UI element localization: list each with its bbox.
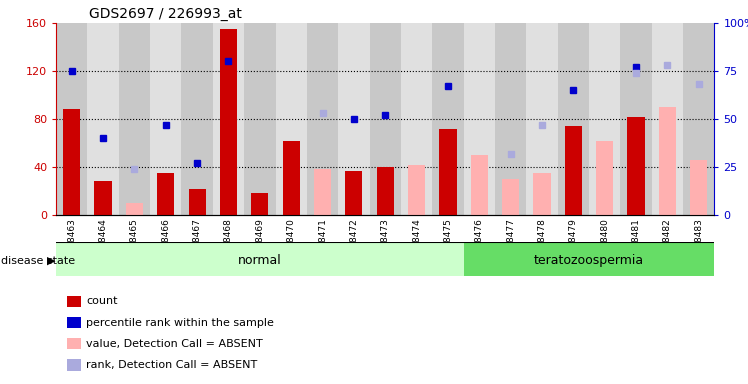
Bar (495, 23, 527, 215)
Bar (126, 203, 143, 215)
Bar (659, 107, 676, 215)
Bar (275, 23, 307, 215)
Bar (346, 170, 363, 215)
Bar (220, 29, 237, 215)
Bar (401, 23, 432, 215)
Text: GDS2697 / 226993_at: GDS2697 / 226993_at (89, 7, 242, 21)
Bar (370, 23, 401, 215)
Bar (244, 23, 275, 215)
Text: percentile rank within the sample: percentile rank within the sample (86, 318, 274, 328)
Bar (119, 23, 150, 215)
Bar (56, 242, 464, 276)
Text: disease state: disease state (1, 256, 75, 266)
Bar (182, 23, 213, 215)
Text: teratozoospermia: teratozoospermia (534, 255, 644, 267)
Bar (283, 141, 300, 215)
Bar (464, 242, 714, 276)
Bar (470, 155, 488, 215)
Bar (439, 129, 456, 215)
Text: normal: normal (238, 255, 282, 267)
Bar (502, 179, 519, 215)
Bar (307, 23, 338, 215)
Bar (338, 23, 370, 215)
Bar (432, 23, 464, 215)
Bar (63, 109, 80, 215)
Bar (557, 23, 589, 215)
Bar (94, 182, 111, 215)
Bar (408, 165, 425, 215)
Bar (464, 23, 495, 215)
Bar (589, 23, 620, 215)
Bar (213, 23, 244, 215)
Text: value, Detection Call = ABSENT: value, Detection Call = ABSENT (86, 339, 263, 349)
Bar (596, 141, 613, 215)
Bar (620, 23, 652, 215)
Bar (251, 194, 269, 215)
Text: rank, Detection Call = ABSENT: rank, Detection Call = ABSENT (86, 360, 257, 370)
Bar (150, 23, 182, 215)
Bar (690, 160, 708, 215)
Bar (188, 189, 206, 215)
Bar (527, 23, 557, 215)
Bar (88, 23, 119, 215)
Bar (157, 173, 174, 215)
Text: count: count (86, 296, 117, 306)
Bar (56, 23, 88, 215)
Bar (683, 23, 714, 215)
Text: ▶: ▶ (46, 256, 55, 266)
Bar (628, 117, 645, 215)
Bar (533, 173, 551, 215)
Bar (376, 167, 394, 215)
Bar (565, 126, 582, 215)
Bar (652, 23, 683, 215)
Bar (314, 169, 331, 215)
